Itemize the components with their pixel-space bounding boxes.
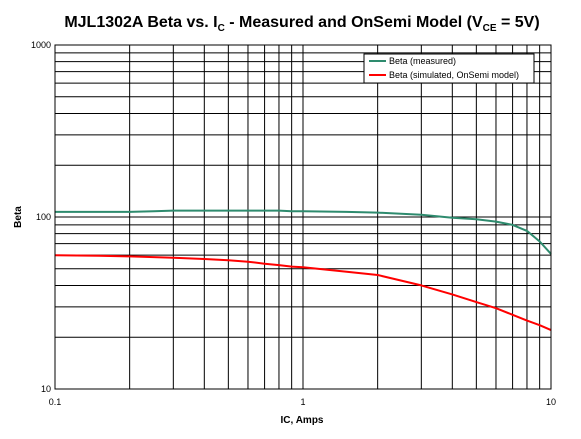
y-tick-label: 100 <box>36 212 51 222</box>
x-tick-label: 10 <box>546 397 556 407</box>
title-main: MJL1302A Beta vs. I <box>64 14 217 31</box>
series-line-simulated <box>54 254 552 332</box>
chart-legend: Beta (measured) Beta (simulated, OnSemi … <box>363 53 535 84</box>
title-end: = 5V) <box>497 14 540 31</box>
x-axis-label: IC, Amps <box>281 415 324 426</box>
y-tick-label: 1000 <box>31 40 51 50</box>
chart-title: MJL1302A Beta vs. IC - Measured and OnSe… <box>64 14 539 34</box>
y-axis-label: Beta <box>13 206 24 228</box>
title-mid: - Measured and OnSemi Model (V <box>225 14 483 31</box>
legend-label-simulated: Beta (simulated, OnSemi model) <box>389 70 519 80</box>
series-line-measured <box>55 209 552 255</box>
y-tick-label: 10 <box>41 384 51 394</box>
plot-area-frame <box>54 44 552 390</box>
series-lines <box>54 209 552 332</box>
grid-lines <box>54 45 551 390</box>
title-subscript-c: C <box>218 23 225 34</box>
legend-label-measured: Beta (measured) <box>389 56 456 66</box>
title-subscript-ce: CE <box>483 23 497 34</box>
x-tick-label: 0.1 <box>49 397 62 407</box>
tick-labels: 0.1 1 10 10 100 1000 <box>31 40 556 407</box>
legend-box <box>363 53 535 84</box>
x-tick-label: 1 <box>300 397 305 407</box>
